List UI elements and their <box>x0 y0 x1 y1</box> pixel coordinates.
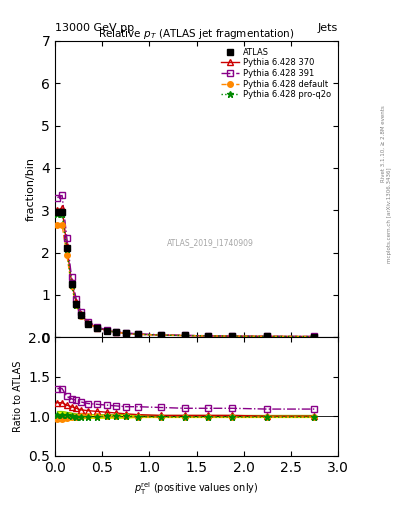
Text: ATLAS_2019_I1740909: ATLAS_2019_I1740909 <box>167 238 254 247</box>
Y-axis label: Ratio to ATLAS: Ratio to ATLAS <box>13 361 23 432</box>
X-axis label: $p_\mathrm{T}^\mathrm{rel}$ (positive values only): $p_\mathrm{T}^\mathrm{rel}$ (positive va… <box>134 480 259 497</box>
Title: Relative $p_{T}$ (ATLAS jet fragmentation): Relative $p_{T}$ (ATLAS jet fragmentatio… <box>98 27 295 41</box>
Text: 13000 GeV pp: 13000 GeV pp <box>55 23 134 33</box>
Y-axis label: fraction/bin: fraction/bin <box>26 157 36 221</box>
Legend: ATLAS, Pythia 6.428 370, Pythia 6.428 391, Pythia 6.428 default, Pythia 6.428 pr: ATLAS, Pythia 6.428 370, Pythia 6.428 39… <box>218 45 334 102</box>
Text: mcplots.cern.ch [arXiv:1306.3436]: mcplots.cern.ch [arXiv:1306.3436] <box>387 167 391 263</box>
Text: Rivet 3.1.10, ≥ 2.8M events: Rivet 3.1.10, ≥ 2.8M events <box>381 105 386 182</box>
Text: Jets: Jets <box>318 23 338 33</box>
